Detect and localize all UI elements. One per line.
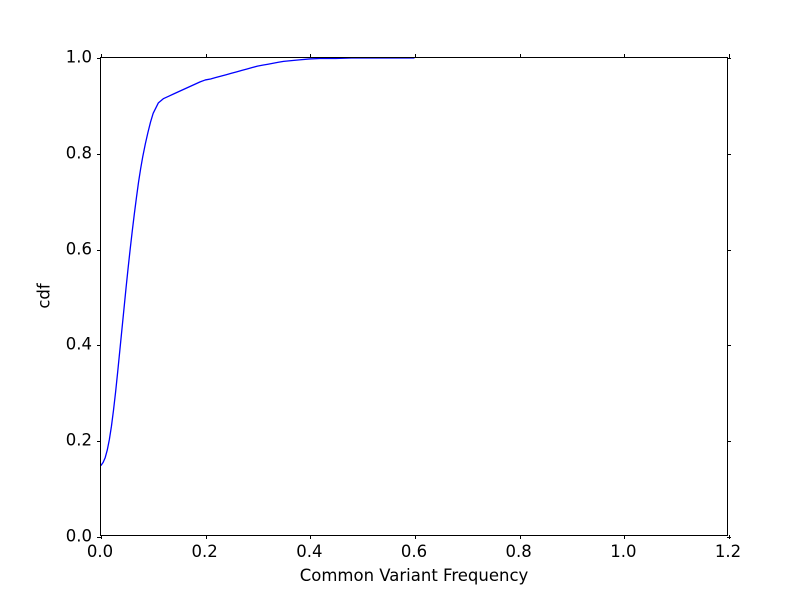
x-axis-tick (415, 54, 416, 58)
cdf-line (101, 58, 414, 465)
y-axis-tick-label: 0.8 (65, 143, 92, 163)
x-axis-tick-label: 0.0 (86, 542, 114, 561)
x-axis-tick-label: 0.4 (296, 542, 323, 561)
x-axis-tick (519, 535, 521, 539)
x-axis-tick (624, 54, 626, 58)
x-axis-tick (729, 54, 730, 58)
y-axis-tick (97, 345, 101, 347)
y-axis-tick (97, 58, 101, 59)
y-axis-tick (97, 153, 101, 155)
x-axis-tick (205, 54, 207, 58)
x-axis-tick (310, 535, 312, 539)
y-axis-tick (727, 58, 731, 59)
cdf-curve-svg (101, 58, 727, 535)
x-axis-tick-label: 0.8 (505, 542, 532, 561)
y-axis-tick-label: 0.6 (65, 239, 92, 259)
x-axis-tick (205, 535, 207, 539)
y-axis-tick-label: 1.0 (65, 47, 92, 67)
x-axis-tick (101, 535, 102, 539)
x-axis-tick-label: 0.6 (400, 542, 428, 561)
y-axis-tick (727, 153, 731, 155)
x-axis-tick (519, 54, 521, 58)
y-axis-label: cdf (34, 283, 54, 309)
y-axis-tick-label: 0.2 (65, 430, 92, 450)
y-axis-tick-label: 0.4 (65, 334, 92, 354)
x-axis-tick (415, 535, 416, 539)
x-axis-tick-label: 0.2 (191, 542, 218, 561)
y-axis-tick (97, 537, 101, 538)
x-axis-tick-label: 1.0 (610, 542, 637, 561)
x-axis-tick (101, 54, 102, 58)
x-axis-label: Common Variant Frequency (299, 566, 529, 585)
x-axis-tick (310, 54, 312, 58)
plot-area (97, 54, 731, 539)
y-axis-tick (97, 249, 101, 251)
x-axis-tick (624, 535, 626, 539)
y-axis-tick (727, 537, 731, 538)
x-axis-tick-label: 1.2 (714, 542, 742, 561)
y-axis-tick (727, 441, 731, 443)
y-axis-tick (97, 441, 101, 443)
y-axis-tick (727, 249, 731, 251)
y-axis-tick (727, 345, 731, 347)
y-axis-tick-label: 0.0 (65, 526, 92, 546)
